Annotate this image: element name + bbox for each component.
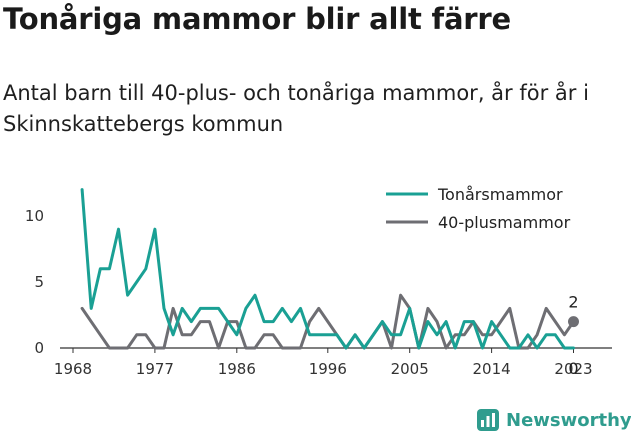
- chart-subtitle: Antal barn till 40-plus- och tonåriga ma…: [3, 81, 589, 136]
- newsworthy-logo-icon: [477, 409, 499, 431]
- end-value-label: 0: [568, 359, 578, 378]
- legend-label: 40-plusmammor: [438, 213, 571, 232]
- x-tick-label: 2023: [554, 360, 592, 378]
- series-end-point: [568, 316, 579, 328]
- brand-name: Newsworthy: [506, 409, 631, 431]
- x-tick-label: 1986: [218, 360, 256, 378]
- series-line-tonarsmammor: [80, 188, 575, 350]
- x-tick-label: 1996: [309, 360, 347, 378]
- end-value-label: 2: [568, 293, 578, 312]
- y-tick-label: 10: [25, 207, 44, 225]
- y-tick-label: 5: [34, 273, 44, 291]
- chart-title: Tonåriga mammor blir allt färre: [3, 2, 511, 36]
- x-tick-label: 1968: [54, 360, 92, 378]
- brand-logo: Newsworthy: [476, 408, 631, 432]
- legend-label: Tonårsmammor: [437, 185, 563, 204]
- x-tick-label: 1977: [136, 360, 174, 378]
- x-tick-label: 2014: [473, 360, 511, 378]
- x-tick-label: 2005: [391, 360, 429, 378]
- y-tick-label: 0: [34, 339, 44, 357]
- series-line-40-plusmammor: [80, 293, 575, 350]
